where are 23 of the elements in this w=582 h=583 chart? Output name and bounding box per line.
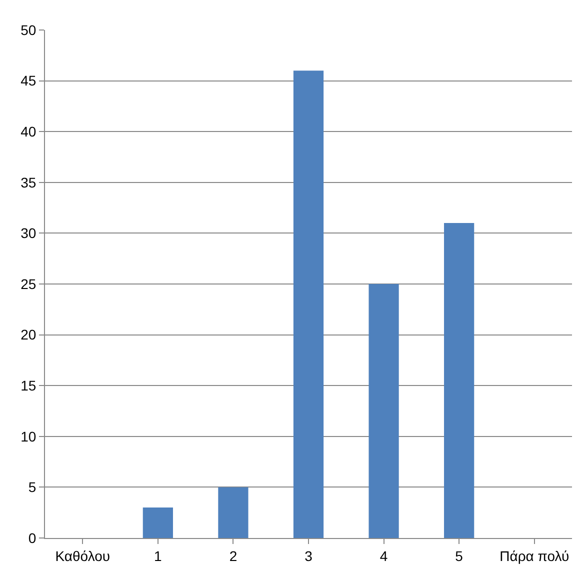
y-tick-label: 45 — [20, 72, 36, 89]
y-tick-label: 15 — [20, 378, 36, 394]
bar — [218, 487, 248, 538]
bar — [368, 284, 399, 538]
x-tick-label: 2 — [229, 548, 238, 564]
x-tick-label: 3 — [304, 548, 313, 564]
y-tick-label: 0 — [28, 530, 36, 546]
bar — [293, 70, 324, 538]
x-tick-label: Πάρα πολύ — [500, 548, 570, 564]
y-tick-label: 25 — [20, 276, 36, 292]
y-tick-label: 10 — [20, 428, 36, 444]
x-tick-label: 4 — [380, 548, 388, 564]
bar — [444, 223, 474, 538]
x-tick-label: 5 — [455, 548, 464, 564]
y-tick-label: 50 — [20, 22, 36, 38]
y-tick-label: 35 — [20, 174, 36, 190]
y-tick-label: 5 — [28, 479, 36, 496]
x-tick-label: Καθόλου — [55, 548, 110, 564]
y-tick-label: 20 — [20, 326, 36, 343]
y-tick-label: 30 — [20, 225, 36, 242]
bar — [142, 508, 173, 538]
x-tick-label: 1 — [154, 548, 162, 564]
y-tick-label: 40 — [20, 124, 36, 140]
